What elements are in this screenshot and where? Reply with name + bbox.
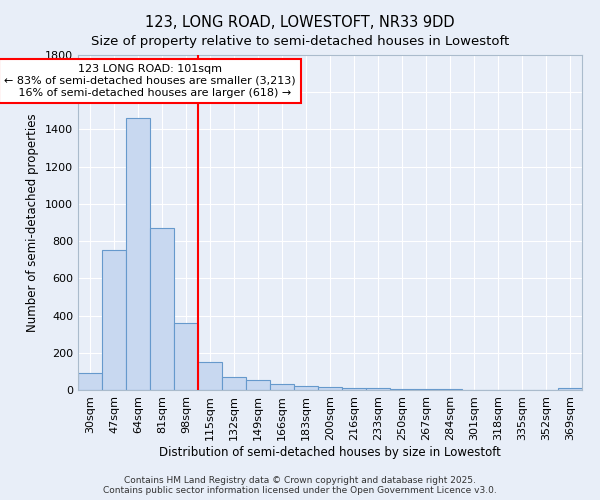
- Bar: [198, 362, 222, 390]
- Bar: [78, 373, 102, 390]
- Bar: [126, 118, 150, 390]
- Bar: [342, 388, 366, 390]
- Bar: [414, 389, 438, 390]
- Bar: [222, 377, 246, 390]
- Text: 123, LONG ROAD, LOWESTOFT, NR33 9DD: 123, LONG ROAD, LOWESTOFT, NR33 9DD: [145, 15, 455, 30]
- X-axis label: Distribution of semi-detached houses by size in Lowestoft: Distribution of semi-detached houses by …: [159, 446, 501, 458]
- Bar: [102, 250, 126, 390]
- Text: 123 LONG ROAD: 101sqm
← 83% of semi-detached houses are smaller (3,213)
   16% o: 123 LONG ROAD: 101sqm ← 83% of semi-deta…: [4, 64, 296, 98]
- Bar: [294, 386, 318, 390]
- Y-axis label: Number of semi-detached properties: Number of semi-detached properties: [26, 113, 40, 332]
- Bar: [270, 384, 294, 390]
- Bar: [318, 387, 342, 390]
- Bar: [366, 388, 390, 390]
- Text: Size of property relative to semi-detached houses in Lowestoft: Size of property relative to semi-detach…: [91, 35, 509, 48]
- Bar: [558, 388, 582, 390]
- Bar: [150, 228, 174, 390]
- Bar: [390, 388, 414, 390]
- Text: Contains HM Land Registry data © Crown copyright and database right 2025.
Contai: Contains HM Land Registry data © Crown c…: [103, 476, 497, 495]
- Bar: [174, 323, 198, 390]
- Bar: [246, 380, 270, 390]
